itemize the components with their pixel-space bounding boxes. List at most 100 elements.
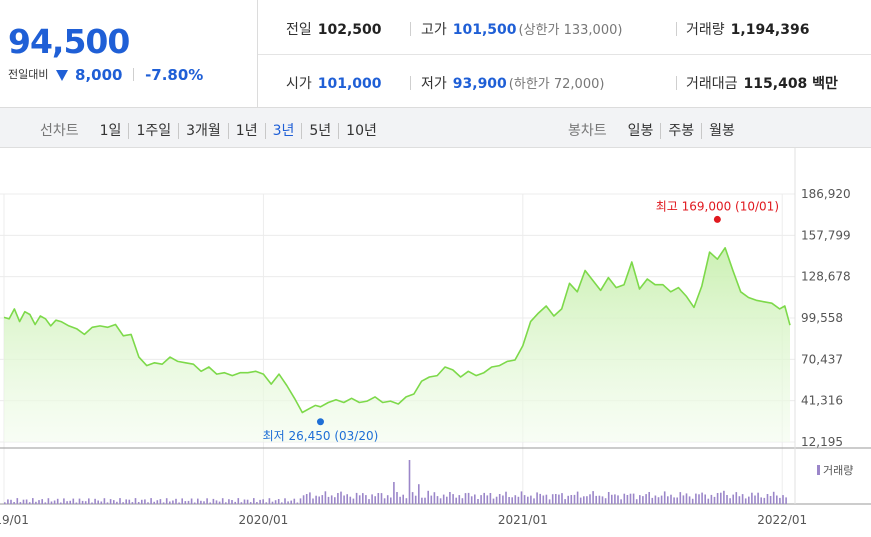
y-tick-label: 128,678 — [801, 270, 851, 284]
volume-bar — [623, 493, 626, 504]
candle-monthly[interactable]: 월봉 — [701, 123, 742, 139]
period-1w[interactable]: 1주일 — [128, 123, 179, 139]
volume-bar — [287, 501, 289, 504]
volume-bar — [477, 499, 479, 504]
prev-close: 전일 102,500 — [286, 19, 382, 39]
volume-bar — [253, 498, 255, 504]
volume-bar — [203, 501, 205, 504]
volume-bar — [119, 498, 121, 504]
volume-bar — [60, 502, 62, 504]
volume-bar — [284, 498, 286, 504]
volume-bar — [629, 493, 632, 504]
divider — [410, 76, 411, 90]
volume-bar — [355, 492, 358, 504]
volume-bar — [741, 494, 744, 504]
volume-bar — [732, 494, 734, 504]
volume-bar — [604, 498, 607, 504]
trade-value-value: 115,408 백만 — [743, 76, 838, 92]
volume-bar — [225, 502, 227, 504]
volume-bar — [716, 493, 719, 504]
volume-bar — [315, 495, 317, 504]
volume-bar — [421, 497, 423, 504]
volume-bar — [41, 499, 43, 504]
volume-bar — [150, 498, 152, 504]
volume-bar — [274, 500, 277, 504]
volume-bar — [293, 498, 296, 504]
period-5y[interactable]: 5년 — [301, 123, 339, 139]
volume-bar — [128, 499, 131, 504]
volume-bar — [470, 496, 473, 504]
volume-bar — [221, 498, 224, 504]
volume-bar — [265, 502, 268, 504]
chart-toolbar: 선차트 1일 1주일 3개월 1년 3년 5년 10년 봉차트 일봉 주봉 월봉 — [0, 108, 871, 148]
volume-bar — [573, 494, 576, 504]
volume-bar — [551, 494, 554, 504]
volume-bar — [215, 500, 218, 504]
volume-bar — [53, 500, 56, 504]
volume-bar — [7, 499, 9, 504]
volume-bar — [13, 502, 15, 504]
volume-bar — [620, 499, 622, 504]
change-amount: 8,000 — [75, 66, 123, 84]
volume-bar — [72, 498, 75, 504]
volume-bar — [184, 501, 187, 504]
volume-bar — [670, 494, 672, 504]
period-3y[interactable]: 3년 — [264, 123, 302, 139]
volume-bar — [97, 500, 99, 504]
volume-bar — [729, 498, 731, 504]
volume-bar — [256, 502, 258, 504]
volume-bar — [50, 501, 53, 504]
volume-bar — [505, 491, 507, 504]
volume-bar — [586, 496, 588, 504]
volume-bar — [38, 500, 40, 504]
volume-bar — [467, 492, 470, 504]
volume-bar — [100, 501, 103, 504]
volume-bar — [611, 494, 613, 504]
volume-bar — [520, 491, 523, 504]
volume-bar — [523, 495, 526, 504]
x-axis: 2019/01 2020/01 2021/01 2022/01 — [0, 513, 807, 527]
candle-daily[interactable]: 일봉 — [627, 123, 654, 139]
period-1d[interactable]: 1일 — [99, 123, 122, 139]
period-10y[interactable]: 10년 — [338, 123, 384, 139]
volume-bar — [162, 502, 165, 504]
volume-bar — [679, 492, 682, 504]
volume-bar — [474, 494, 476, 504]
volume-bar — [617, 495, 619, 504]
volume-bar — [738, 496, 741, 504]
volume-bar — [776, 495, 778, 504]
volume-bar — [648, 492, 650, 504]
volume-bar — [673, 497, 675, 504]
period-3m[interactable]: 3개월 — [178, 123, 228, 139]
volume-bar — [735, 492, 738, 504]
period-1y[interactable]: 1년 — [227, 123, 265, 139]
volume-bar — [455, 497, 457, 504]
volume-bar — [88, 498, 90, 504]
volume-bar — [424, 497, 426, 504]
volume-bar — [486, 495, 489, 504]
volume-bar — [159, 499, 162, 504]
volume-bar — [744, 498, 747, 504]
volume-bar — [458, 495, 461, 504]
volume-bar — [751, 492, 753, 504]
volume-bar — [28, 502, 31, 504]
volume-bar — [760, 497, 762, 504]
volume-bar — [147, 502, 149, 504]
volume-bar — [390, 497, 392, 504]
volume-bar — [483, 492, 485, 504]
volume-bar — [442, 494, 445, 504]
volume-bar — [713, 496, 716, 504]
volume-bar — [156, 500, 159, 504]
volume-bar — [324, 491, 327, 504]
volume-bar — [769, 496, 772, 504]
volume-bar — [449, 492, 451, 504]
open-value: 101,000 — [317, 76, 382, 92]
candle-weekly[interactable]: 주봉 — [660, 123, 702, 139]
volume-bar — [249, 502, 252, 504]
volume-bar — [380, 493, 383, 504]
volume-bar — [754, 495, 756, 504]
volume-bar — [131, 502, 134, 504]
volume-bar — [327, 496, 330, 504]
volume-bar — [545, 494, 548, 504]
volume-bar — [536, 492, 538, 504]
